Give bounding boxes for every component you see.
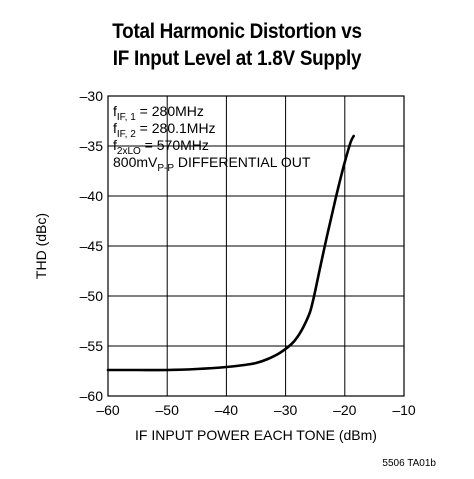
annotation-line: fIF, 1 = 280MHz bbox=[113, 103, 204, 123]
x-tick-label: –10 bbox=[392, 402, 416, 418]
figure-id: 5506 TA01b bbox=[382, 458, 436, 469]
x-tick-label: –40 bbox=[215, 402, 239, 418]
annotation-line: f2xLO = 570MHz bbox=[113, 137, 209, 157]
x-tick-label: –50 bbox=[156, 402, 180, 418]
thd-curve bbox=[106, 134, 355, 372]
x-tick-labels: –60 –50 –40 –30 –20 –10 bbox=[96, 402, 416, 418]
y-tick-label: –55 bbox=[80, 338, 104, 354]
chart-title-line-2: IF Input Level at 1.8V Supply bbox=[112, 47, 362, 70]
y-tick-labels: –30 –35 –40 –45 –50 –55 –60 bbox=[80, 88, 104, 404]
y-tick-label: –60 bbox=[80, 388, 104, 404]
chart-title-line-1: Total Harmonic Distortion vs bbox=[112, 20, 362, 43]
y-tick-label: –45 bbox=[80, 238, 104, 254]
x-tick-label: –60 bbox=[96, 402, 120, 418]
annotation-line: 800mVP-P DIFFERENTIAL OUT bbox=[113, 154, 311, 174]
annotation-line: fIF, 2 = 280.1MHz bbox=[113, 120, 216, 140]
y-tick-label: –40 bbox=[80, 188, 104, 204]
y-axis-label: THD (dBc) bbox=[33, 213, 49, 279]
y-tick-label: –50 bbox=[80, 288, 104, 304]
x-tick-label: –30 bbox=[274, 402, 298, 418]
plot-frame bbox=[107, 95, 405, 397]
y-tick-label: –35 bbox=[80, 138, 104, 154]
x-tick-label: –20 bbox=[333, 402, 357, 418]
x-axis-label: IF INPUT POWER EACH TONE (dBm) bbox=[135, 427, 377, 443]
y-tick-label: –30 bbox=[80, 88, 104, 104]
